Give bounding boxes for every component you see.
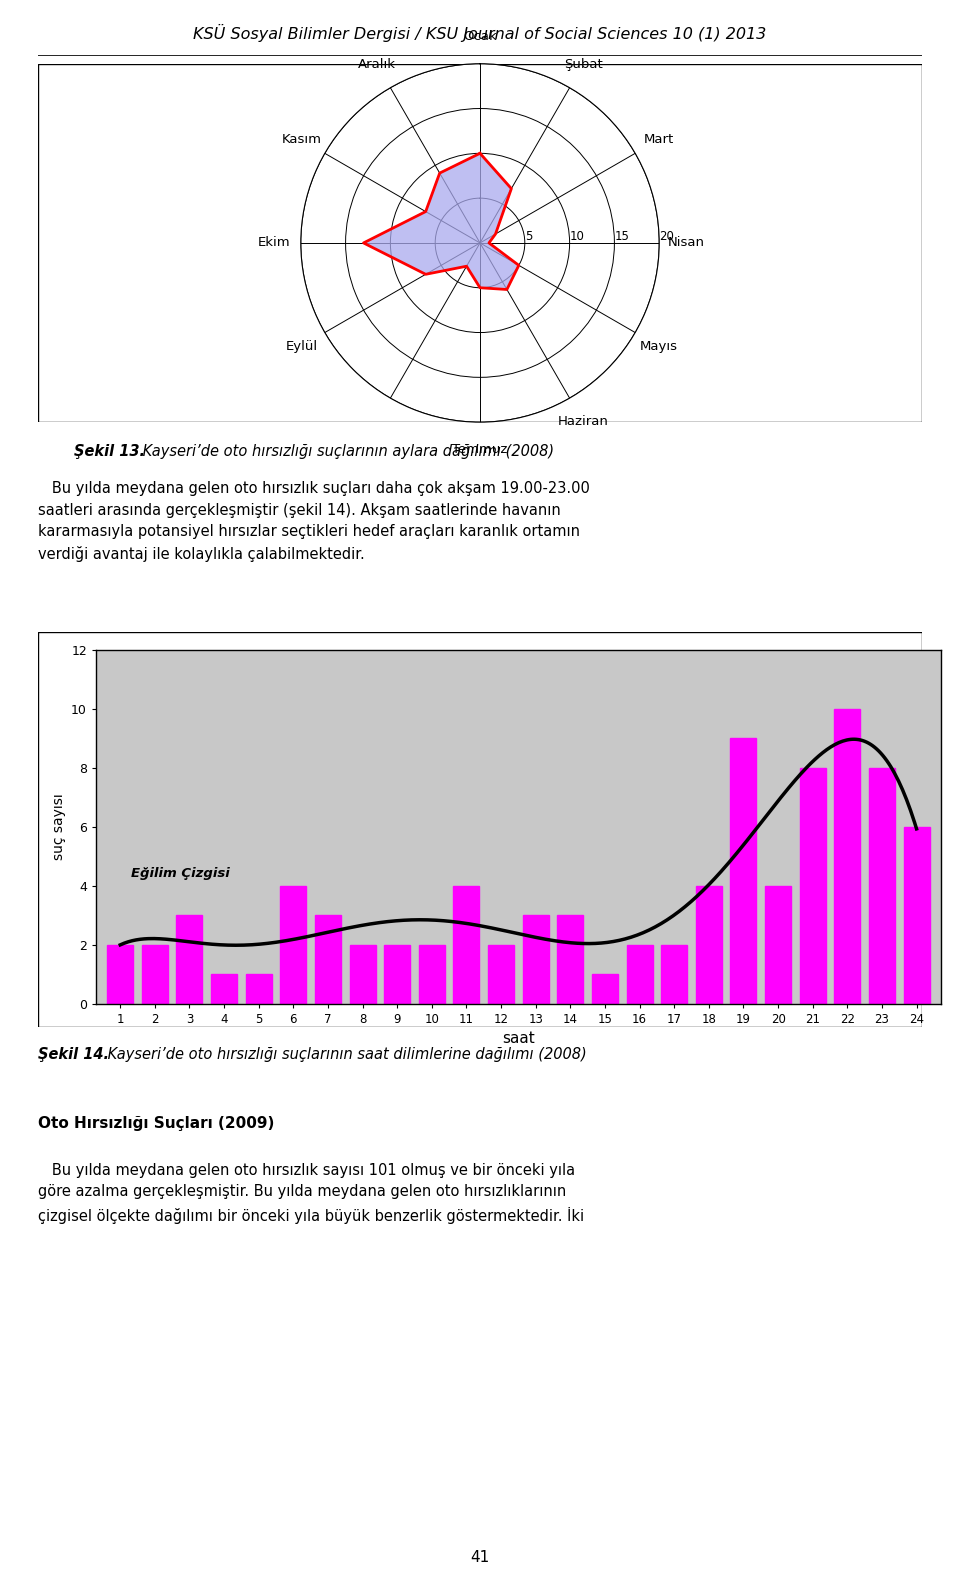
Text: Bu yılda meydana gelen oto hırsızlık suçları daha çok akşam 19.00-23.00
saatleri: Bu yılda meydana gelen oto hırsızlık suç… [38,481,590,562]
Bar [488,945,514,1004]
X-axis label: saat: saat [502,1031,535,1047]
Bar [177,914,203,1004]
Bar [627,945,653,1004]
Bar [800,768,826,1004]
Bar [384,945,410,1004]
Text: 41: 41 [470,1550,490,1564]
Bar [903,827,929,1004]
Text: KSÜ Sosyal Bilimler Dergisi / KSU Journal of Social Sciences 10 (1) 2013: KSÜ Sosyal Bilimler Dergisi / KSU Journa… [193,24,767,41]
Bar [349,945,375,1004]
Text: Şekil 14.: Şekil 14. [38,1047,109,1063]
Text: Eğilim Çizgisi: Eğilim Çizgisi [131,867,229,879]
Bar [246,973,272,1004]
Polygon shape [364,153,518,290]
Bar [419,945,444,1004]
Bar [558,914,584,1004]
Bar [523,914,549,1004]
Bar [315,914,341,1004]
Text: Kayseri’de oto hırsızlığı suçlarının saat dilimlerine dağılımı (2008): Kayseri’de oto hırsızlığı suçlarının saa… [103,1047,587,1063]
Bar [592,973,618,1004]
Text: Oto Hırsızlığı Suçları (2009): Oto Hırsızlığı Suçları (2009) [38,1115,275,1131]
Bar [108,945,133,1004]
Bar [142,945,168,1004]
Bar [834,709,860,1004]
Bar [696,886,722,1004]
Text: Bu yılda meydana gelen oto hırsızlık sayısı 101 olmuş ve bir önceki yıla
göre az: Bu yılda meydana gelen oto hırsızlık say… [38,1163,585,1223]
Bar [869,768,895,1004]
FancyBboxPatch shape [38,632,922,1027]
Text: Kayseri’de oto hırsızlığı suçlarının aylara dağılımı (2008): Kayseri’de oto hırsızlığı suçlarının ayl… [138,444,554,459]
Text: Şekil 13.: Şekil 13. [74,444,145,459]
Bar [731,739,756,1004]
Bar [280,886,306,1004]
Y-axis label: suç sayısı: suç sayısı [52,793,65,860]
Bar [765,886,791,1004]
Bar [453,886,479,1004]
FancyBboxPatch shape [38,64,922,422]
Bar [211,973,237,1004]
Bar [661,945,687,1004]
